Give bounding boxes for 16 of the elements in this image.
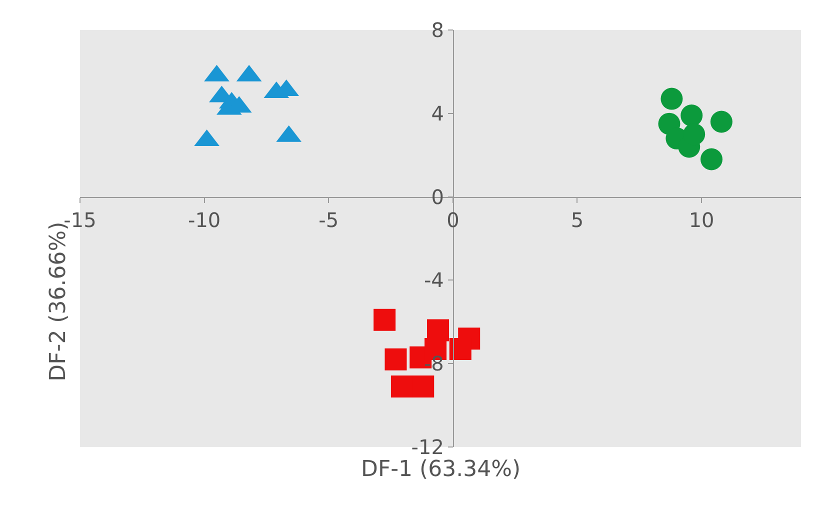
point <box>390 376 413 398</box>
point <box>384 348 407 370</box>
point <box>374 308 396 331</box>
y-tick-label: 4 <box>431 101 444 126</box>
x-tick-label: -5 <box>318 208 339 232</box>
point <box>412 376 434 398</box>
x-tick-label: 5 <box>570 208 584 232</box>
x-tick-label: -10 <box>188 208 221 232</box>
x-tick-label: 10 <box>688 208 714 232</box>
x-tick-label: 0 <box>446 208 460 232</box>
y-tick-label: 8 <box>431 18 444 42</box>
x-axis-title: DF-1 (63.34%) <box>361 457 521 482</box>
y-tick-label: -4 <box>424 268 444 292</box>
y-tick-label: -12 <box>411 435 444 459</box>
y-tick-label: 0 <box>431 184 444 209</box>
point <box>449 338 472 360</box>
